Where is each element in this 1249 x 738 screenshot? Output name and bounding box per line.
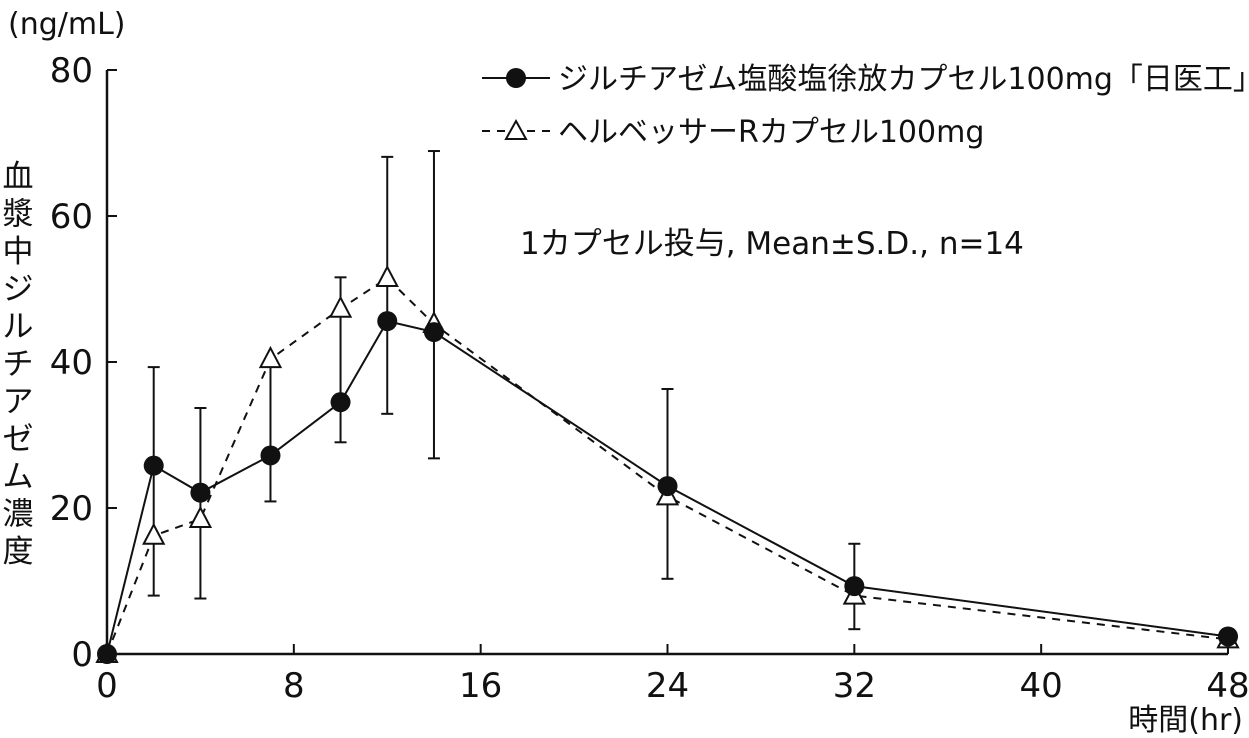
y-tick-label: 80 (50, 51, 93, 91)
x-axis-label: 時間(hr) (1128, 703, 1243, 738)
annotation: 1カプセル投与, Mean±S.D., n=14 (520, 226, 1024, 262)
y-axis-label: 血漿中ジルチアゼム濃度 (3, 159, 34, 570)
x-tick-label: 8 (283, 666, 305, 706)
data-point-series-1 (1218, 626, 1238, 647)
legend: ジルチアゼム塩酸塩徐放カプセル100mg「日医工」 ヘルベッサーRカプセル100… (482, 62, 1249, 150)
data-point-series-2 (258, 345, 283, 369)
data-point-series-1 (190, 482, 211, 503)
legend-marker-series-1 (506, 68, 526, 88)
x-tick-label: 0 (96, 666, 118, 706)
data-point-series-2 (375, 264, 399, 288)
error-bars (147, 150, 861, 631)
x-tick-label: 48 (1206, 666, 1249, 706)
data-point-series-1 (260, 445, 281, 466)
legend-label-series-1: ジルチアゼム塩酸塩徐放カプセル100mg「日医工」 (558, 62, 1249, 97)
data-point-series-1 (844, 576, 865, 597)
data-point-series-1 (423, 322, 444, 343)
data-point-series-1 (657, 476, 678, 497)
x-tick-label: 32 (833, 666, 876, 706)
series-lines (106, 276, 1229, 655)
data-point-series-1 (97, 644, 117, 664)
data-point-series-2 (188, 505, 213, 528)
y-tick-label: 60 (50, 197, 93, 237)
axis-ticks: 0 20 40 60 80 0 8 16 24 32 40 48 (50, 51, 1249, 706)
legend-label-series-2: ヘルベッサーRカプセル100mg (558, 115, 984, 150)
y-unit-label: (ng/mL) (8, 7, 126, 42)
y-tick-label: 20 (50, 489, 93, 529)
series-line-1 (106, 319, 1229, 655)
y-tick-label: 40 (50, 343, 93, 383)
series-markers (95, 264, 1240, 664)
series-line-2 (106, 276, 1229, 655)
x-tick-label: 16 (459, 666, 502, 706)
data-point-series-1 (143, 455, 164, 476)
data-point-series-1 (330, 392, 351, 413)
x-tick-label: 40 (1020, 666, 1063, 706)
data-point-series-2 (328, 295, 353, 318)
x-tick-label: 24 (646, 666, 689, 706)
data-point-series-1 (377, 311, 398, 332)
y-tick-label: 0 (71, 635, 93, 675)
legend-marker-series-2 (504, 118, 528, 140)
data-point-series-2 (142, 522, 166, 545)
